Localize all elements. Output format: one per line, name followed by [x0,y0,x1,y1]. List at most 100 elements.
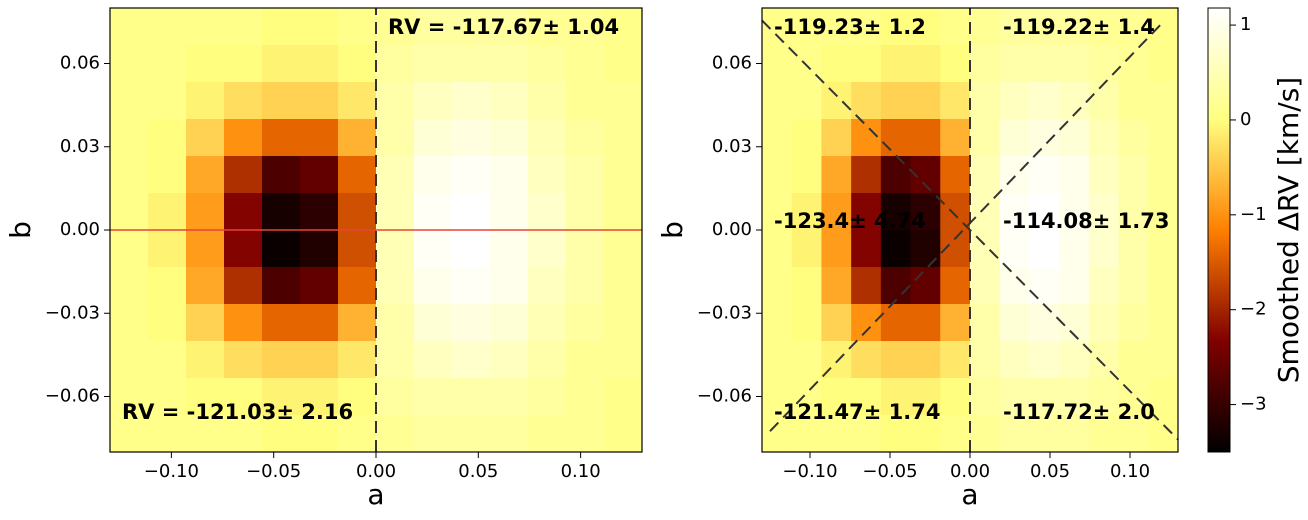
heat-cell [1088,415,1120,453]
heat-cell [566,267,605,305]
heat-cell [940,45,971,83]
heat-cell [791,156,822,194]
heat-cell [970,193,1001,231]
heat-cell [490,341,529,379]
heat-cell [262,119,301,157]
heat-cell [490,45,529,83]
heat-cell [376,341,415,379]
heat-cell [1118,304,1149,342]
heat-cell [148,267,187,305]
heat-cell [604,156,643,194]
heat-cell [528,304,567,342]
heat-cell [186,378,225,416]
heat-cell [1088,341,1120,379]
heat-cell [604,230,643,268]
heat-cell [566,8,605,46]
heat-cell [604,267,643,305]
heat-cell [851,304,882,342]
heat-cell [262,415,301,453]
heat-cell [1148,230,1179,268]
x-tick-label: 0.05 [1030,461,1070,482]
heat-cell [604,8,643,46]
heat-cell [821,230,852,268]
heat-cell [1059,45,1090,83]
heat-cell [148,8,187,46]
heat-cell [1148,304,1179,342]
heat-cell [940,415,971,453]
heat-cell [186,267,225,305]
heat-cell [528,415,567,453]
heat-cell [186,230,225,268]
heat-cell [262,230,301,268]
heat-cell [851,8,882,46]
heat-cell [490,230,529,268]
heat-cell [1029,82,1060,120]
heat-cell [791,230,822,268]
heat-cell [940,8,971,46]
heat-cell [490,156,529,194]
heat-cell [791,267,822,305]
heat-cell [999,119,1030,157]
heat-cell [970,341,1001,379]
heat-cell [940,119,971,157]
heat-cell [224,304,263,342]
heat-cell [224,378,263,416]
heat-cell [1088,156,1120,194]
heat-cell [224,8,263,46]
heat-cell [262,267,301,305]
heat-cell [300,82,339,120]
reference-line [761,19,1179,441]
heat-cell [762,378,793,416]
heat-cell [186,119,225,157]
annotation: -119.23± 1.2 [774,15,926,39]
heat-cell [880,304,912,342]
heat-cell [300,230,339,268]
heat-cell [910,193,941,231]
heat-cell [1118,119,1149,157]
heat-cell [148,378,187,416]
heat-cell [999,193,1030,231]
x-axis-label: a [367,478,384,511]
heat-cell [452,230,491,268]
heat-cell [110,82,149,120]
x-axis-label: a [961,478,978,511]
heat-cell [566,193,605,231]
heat-cell [452,193,491,231]
x-tick-label: −0.05 [246,461,301,482]
heat-cell [1088,230,1120,268]
heat-cell [490,8,529,46]
heat-cell [1148,267,1179,305]
heat-cell [1059,378,1090,416]
heat-cell [262,304,301,342]
heat-cell [110,267,149,305]
heat-cell [999,156,1030,194]
heat-cell [910,378,941,416]
heat-cell [186,82,225,120]
heat-cell [414,415,453,453]
heat-cell [110,304,149,342]
heat-cell [452,267,491,305]
y-tick-label: 0.03 [712,136,752,157]
heat-cell [566,119,605,157]
heat-cell [300,8,339,46]
heat-cell [338,156,377,194]
heat-cell [851,119,882,157]
heat-cell [1148,8,1179,46]
heat-cell [1059,156,1090,194]
heat-cell [999,304,1030,342]
heat-cell [262,45,301,83]
heat-cell [940,82,971,120]
heat-cell [1029,45,1060,83]
heat-cell [762,267,793,305]
heat-cell [224,267,263,305]
heat-cell [338,304,377,342]
heat-cell [791,82,822,120]
heat-cell [999,8,1030,46]
colorbar-tick-label: −2 [1240,299,1267,320]
heat-cell [376,304,415,342]
annotation: -117.72± 2.0 [1003,400,1155,424]
heat-cell [910,82,941,120]
heat-cell [851,230,882,268]
heat-cell [791,341,822,379]
